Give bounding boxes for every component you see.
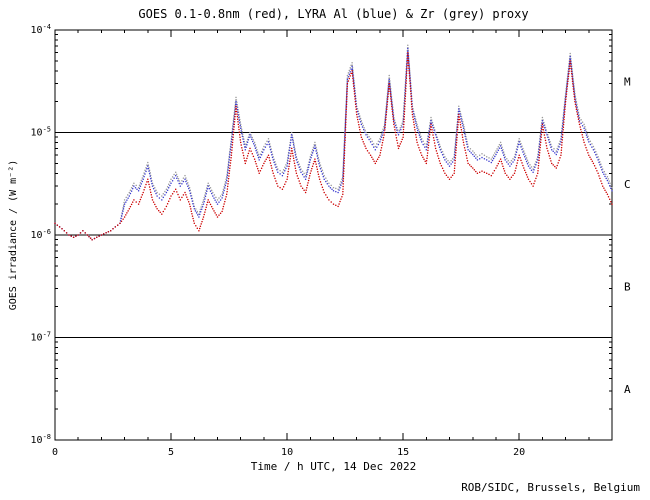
y-axis-label: GOES irradiance / (W m⁻²) bbox=[8, 159, 19, 311]
y-tick-label: 10-6 bbox=[31, 228, 51, 241]
flare-class-label: C bbox=[624, 178, 631, 191]
y-tick-label: 10-7 bbox=[31, 331, 51, 344]
y-tick-label: 10-8 bbox=[31, 433, 51, 446]
series-lyra-al bbox=[54, 47, 613, 241]
axes bbox=[54, 29, 613, 441]
x-tick-label: 0 bbox=[52, 447, 58, 458]
x-tick-label: 10 bbox=[281, 447, 293, 458]
flare-class-label: M bbox=[624, 75, 631, 88]
flare-class-label: B bbox=[624, 280, 631, 293]
series-zr-proxy bbox=[54, 44, 613, 241]
x-tick-label: 20 bbox=[513, 447, 525, 458]
tick-labels: 0 5 10 15 20 10-4 10-5 10-6 10-7 10-8 M C B A bbox=[31, 23, 631, 458]
x-tick-label: 5 bbox=[168, 447, 174, 458]
credit-text: ROB/SIDC, Brussels, Belgium bbox=[461, 481, 640, 494]
y-tick-label: 10-4 bbox=[31, 23, 51, 36]
x-axis-label: Time / h UTC, 14 Dec 2022 bbox=[250, 460, 417, 473]
flare-class-label: A bbox=[624, 383, 631, 396]
x-tick-label: 15 bbox=[397, 447, 409, 458]
y-tick-label: 10-5 bbox=[31, 126, 51, 139]
series-goes-0-1-0-8nm bbox=[54, 51, 613, 241]
chart-title: GOES 0.1-0.8nm (red), LYRA Al (blue) & Z… bbox=[138, 7, 529, 21]
